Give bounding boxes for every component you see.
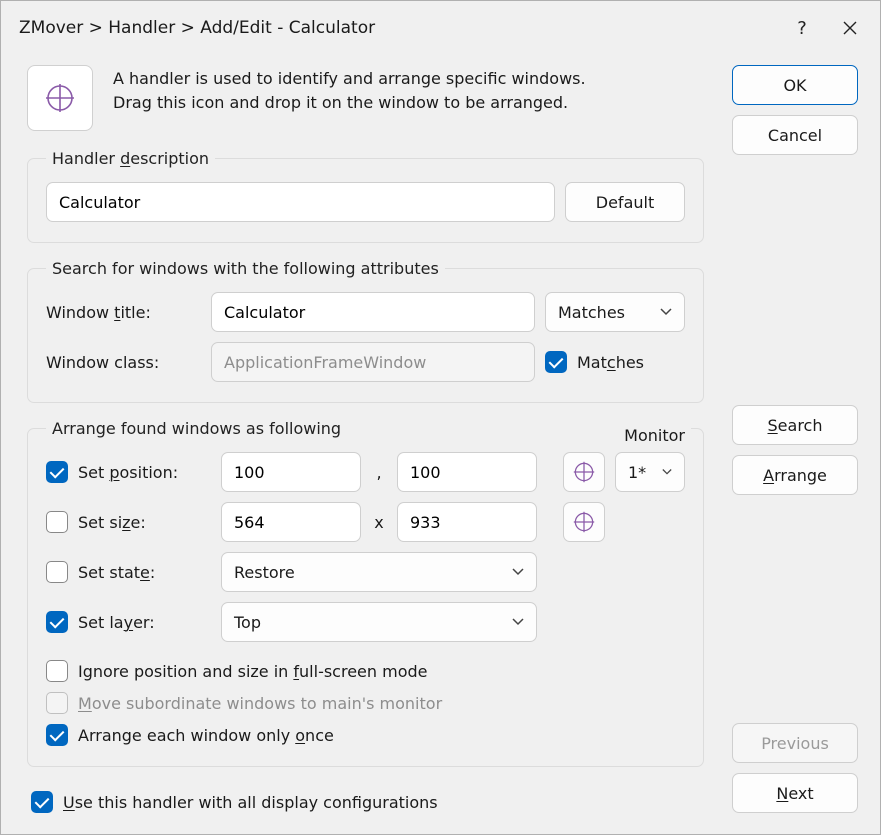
crosshair-icon [573,461,595,483]
comma-separator: , [371,463,387,482]
chevron-down-icon [662,469,672,476]
position-y-input[interactable] [397,452,537,492]
arrange-button[interactable]: Arrange [732,455,858,495]
footer-row: Use this handler with all display config… [27,783,704,813]
title-match-select[interactable]: Matches [545,292,685,332]
x-separator: x [371,513,387,532]
size-w-input[interactable] [221,502,361,542]
default-button[interactable]: Default [565,182,685,222]
window-class-label: Window class: [46,353,201,372]
size-pick-button[interactable] [563,502,605,542]
window-title: ZMover > Handler > Add/Edit - Calculator [19,18,778,38]
header-line2: Drag this icon and drop it on the window… [113,91,586,115]
arrange-legend: Arrange found windows as following [46,419,666,438]
ok-button[interactable]: OK [732,65,858,105]
set-state-label: Set state: [78,563,155,582]
previous-button: Previous [732,723,858,763]
use-all-configs-checkbox[interactable] [31,791,53,813]
arrange-once-label: Arrange each window only once [78,726,334,745]
arrange-grid: Set position: , 1* [46,452,685,746]
close-icon [843,21,857,35]
description-input[interactable] [46,182,555,222]
ignore-fullscreen-label: Ignore position and size in full-screen … [78,662,427,681]
monitor-label: Monitor [618,426,691,445]
search-button[interactable]: Search [732,405,858,445]
help-button[interactable]: ? [778,9,826,47]
window-title-label: Window title: [46,303,201,322]
dialog: ZMover > Handler > Add/Edit - Calculator… [0,0,881,835]
set-state-checkbox[interactable] [46,561,68,583]
header-line1: A handler is used to identify and arrang… [113,67,586,91]
cancel-button[interactable]: Cancel [732,115,858,155]
arrange-once-checkbox[interactable] [46,724,68,746]
move-subordinate-label: Move subordinate windows to main's monit… [78,694,442,713]
position-x-input[interactable] [221,452,361,492]
size-h-input[interactable] [397,502,537,542]
content: A handler is used to identify and arrang… [1,55,880,823]
search-group: Search for windows with the following at… [27,259,704,403]
class-matches-checkbox[interactable] [545,351,567,373]
chevron-down-icon [512,618,524,626]
chevron-down-icon [660,308,672,316]
titlebar: ZMover > Handler > Add/Edit - Calculator… [1,1,880,55]
set-layer-checkbox[interactable] [46,611,68,633]
monitor-select[interactable]: 1* [615,452,685,492]
set-layer-label: Set layer: [78,613,155,632]
set-position-checkbox[interactable] [46,461,68,483]
set-size-label: Set size: [78,513,146,532]
arrange-group: Arrange found windows as following Monit… [27,419,704,767]
state-value: Restore [234,563,295,582]
close-button[interactable] [826,9,874,47]
search-legend: Search for windows with the following at… [46,259,445,278]
title-match-value: Matches [558,303,625,322]
spacer [732,165,858,395]
crosshair-icon [573,511,595,533]
header-row: A handler is used to identify and arrang… [27,65,704,131]
chevron-down-icon [512,568,524,576]
description-group: Handler description Default [27,149,704,243]
spacer [732,505,858,713]
next-button[interactable]: Next [732,773,858,813]
ignore-fullscreen-checkbox[interactable] [46,660,68,682]
set-size-checkbox[interactable] [46,511,68,533]
header-text: A handler is used to identify and arrang… [113,65,586,115]
layer-select[interactable]: Top [221,602,537,642]
layer-value: Top [234,613,261,632]
crosshair-icon [46,84,74,112]
state-select[interactable]: Restore [221,552,537,592]
set-position-label: Set position: [78,463,178,482]
monitor-value: 1* [628,463,646,482]
move-subordinate-checkbox [46,692,68,714]
position-pick-button[interactable] [563,452,605,492]
window-class-input [211,342,535,382]
use-all-configs-label: Use this handler with all display config… [63,793,438,812]
description-legend: Handler description [46,149,215,168]
class-matches-label: Matches [577,353,644,372]
right-column: OK Cancel Search Arrange Previous Next [732,65,858,813]
window-title-input[interactable] [211,292,535,332]
drag-target-tile[interactable] [27,65,93,131]
left-column: A handler is used to identify and arrang… [27,65,704,813]
